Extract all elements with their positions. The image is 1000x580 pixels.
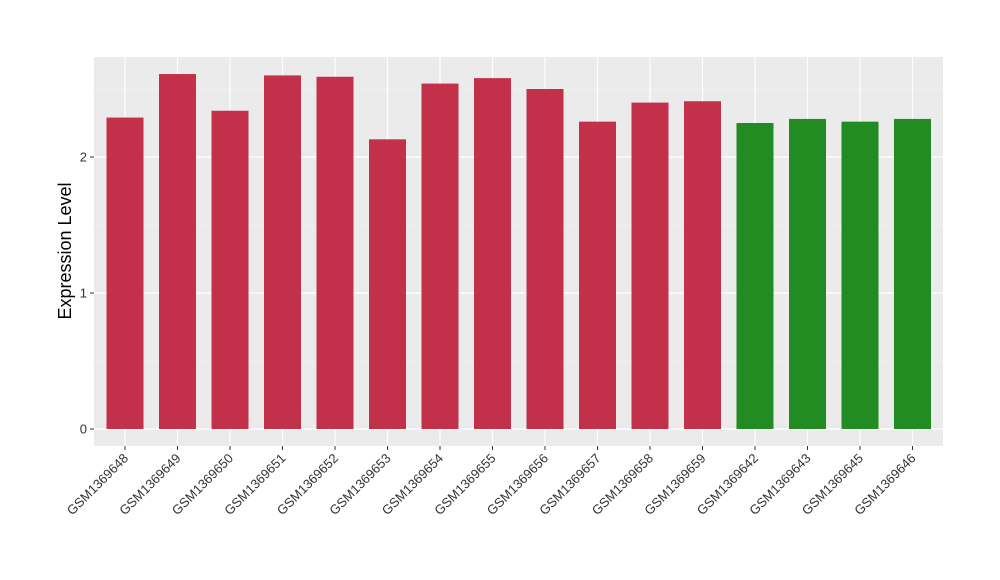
bar-GSM1369643 [789, 118, 826, 430]
y-tick-label: 0 [80, 422, 87, 437]
bar-GSM1369645 [841, 121, 879, 429]
bar-GSM1369650 [211, 110, 249, 429]
bar-GSM1369659 [684, 101, 721, 430]
x-axis: GSM1369648GSM1369649GSM1369650GSM1369651… [64, 446, 919, 518]
bar-GSM1369657 [579, 121, 616, 429]
bar-GSM1369652 [316, 76, 354, 429]
y-axis-title: Expression Level [55, 182, 75, 319]
bar-GSM1369649 [159, 74, 196, 429]
bar-GSM1369658 [631, 102, 669, 429]
y-tick-label: 2 [80, 150, 87, 165]
bar-GSM1369656 [526, 89, 564, 429]
bars [106, 74, 931, 430]
y-axis: 0 1 2 [80, 150, 94, 437]
bar-GSM1369646 [894, 118, 931, 430]
y-tick-label: 1 [80, 286, 87, 301]
bar-GSM1369653 [369, 139, 406, 429]
bar-GSM1369655 [474, 78, 511, 430]
bar-GSM1369654 [421, 83, 459, 429]
bar-GSM1369642 [736, 123, 774, 429]
bar-GSM1369651 [264, 75, 301, 430]
bar-GSM1369648 [106, 117, 144, 429]
